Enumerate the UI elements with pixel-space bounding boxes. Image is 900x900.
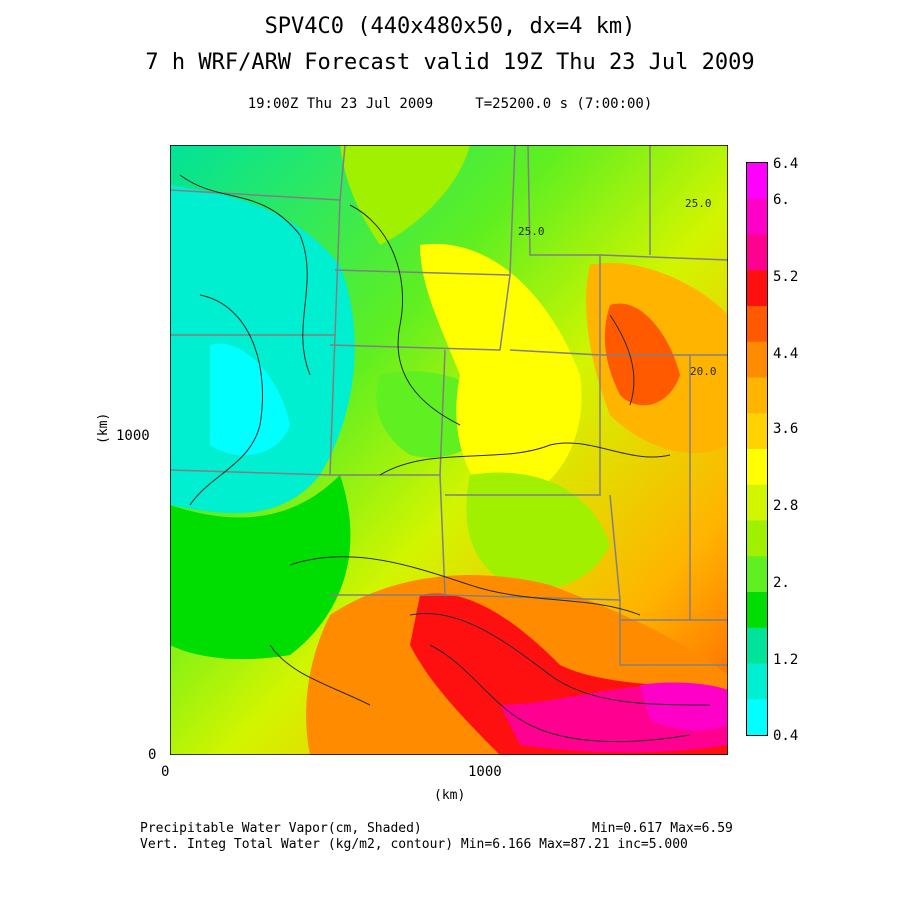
y-tick-0: 0 — [148, 747, 157, 763]
colorbar-label-0-4: 0.4 — [773, 728, 799, 744]
colorbar-segment — [747, 341, 767, 378]
colorbar-segment — [747, 234, 767, 271]
colorbar-segment — [747, 377, 767, 414]
chart-title-line2: 7 h WRF/ARW Forecast valid 19Z Thu 23 Ju… — [145, 50, 755, 75]
x-tick-0: 0 — [161, 764, 170, 780]
x-axis-label: (km) — [434, 788, 466, 803]
yellow-region-plains — [420, 243, 582, 505]
precipitable-water-map: 25.0 25.0 20.0 — [170, 145, 728, 755]
colorbar-label-1-2: 1.2 — [773, 652, 799, 668]
colorbar-segment — [747, 592, 767, 629]
water-contours — [179, 174, 711, 743]
colorbar-label-2-8: 2.8 — [773, 498, 799, 514]
colorbar-segment — [747, 699, 767, 735]
colorbar-label-6-4: 6.4 — [773, 156, 799, 172]
chart-title-line1: SPV4C0 (440x480x50, dx=4 km) — [264, 14, 636, 39]
colorbar-label-3-6: 3.6 — [773, 421, 799, 437]
colorbar-label-6: 6. — [773, 192, 790, 208]
colorbar-segment — [747, 663, 767, 700]
colorbar-segment — [747, 520, 767, 557]
footer-shaded-minmax: Min=0.617 Max=6.59 — [592, 821, 733, 836]
chart-subtitle-time: 19:00Z Thu 23 Jul 2009 T=25200.0 s (7:00… — [247, 96, 653, 112]
y-axis-label: (km) — [96, 412, 111, 444]
contour-label-east: 20.0 — [690, 365, 717, 378]
colorbar-label-5-2: 5.2 — [773, 269, 799, 285]
colorbar-segment — [747, 163, 767, 200]
very-low-water-region — [210, 343, 290, 456]
colorbar-segment — [747, 627, 767, 664]
contour-label-northeast: 25.0 — [685, 197, 712, 210]
colorbar-segment — [747, 484, 767, 521]
state-borders — [170, 145, 728, 666]
colorbar-segment — [747, 556, 767, 593]
green-region-west — [170, 475, 351, 660]
colorbar — [746, 162, 768, 736]
y-tick-1000: 1000 — [116, 428, 150, 444]
colorbar-segment — [747, 306, 767, 343]
green-region-plains — [466, 472, 610, 589]
colorbar-segment — [747, 198, 767, 235]
contour-label-north: 25.0 — [518, 225, 545, 238]
highest-water-region — [640, 682, 728, 731]
green-region-northwest — [340, 145, 470, 245]
x-tick-1000: 1000 — [468, 764, 502, 780]
colorbar-segment — [747, 449, 767, 486]
colorbar-label-4-4: 4.4 — [773, 346, 799, 362]
footer-shaded-label: Precipitable Water Vapor(cm, Shaded) — [140, 821, 422, 836]
colorbar-segment — [747, 270, 767, 307]
footer-contour-label: Vert. Integ Total Water (kg/m2, contour)… — [140, 837, 688, 852]
colorbar-label-2: 2. — [773, 575, 790, 591]
colorbar-segment — [747, 413, 767, 450]
